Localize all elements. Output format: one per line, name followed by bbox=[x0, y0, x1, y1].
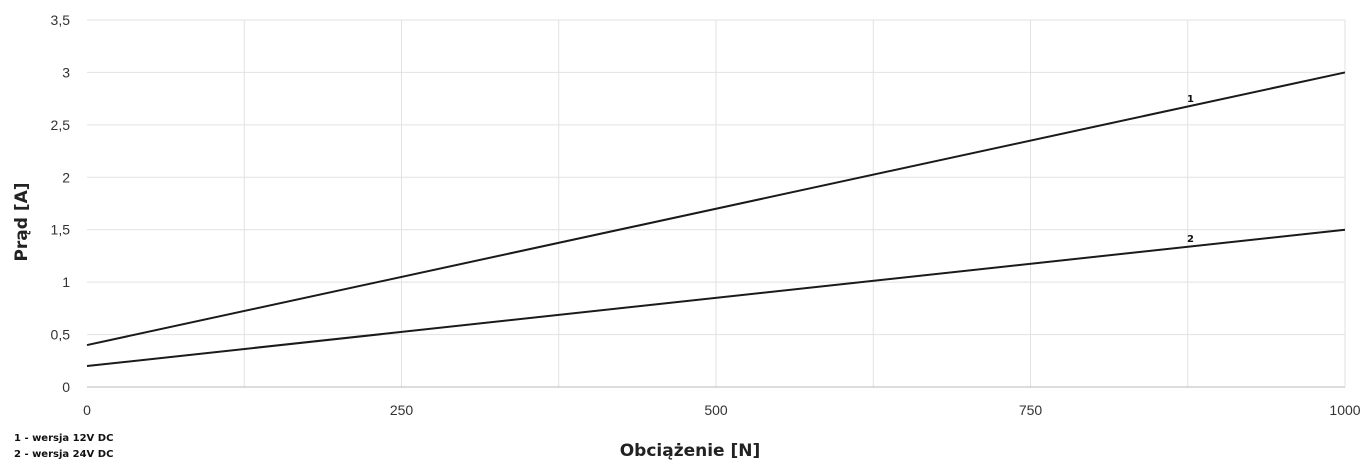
y-tick-label: 1,5 bbox=[51, 222, 71, 238]
y-tick-label: 3,5 bbox=[51, 12, 71, 28]
series-label-1: 1 bbox=[1187, 94, 1194, 105]
legend-note-series-1: 1 - wersja 12V DC bbox=[14, 433, 114, 444]
x-axis-title: Obciążenie [N] bbox=[620, 441, 761, 461]
y-tick-label: 2,5 bbox=[51, 117, 71, 133]
y-tick-label: 1 bbox=[62, 274, 70, 290]
series-line-1 bbox=[86, 71, 1346, 347]
series-lines bbox=[86, 71, 1346, 368]
y-axis-title: Prąd [A] bbox=[12, 182, 32, 261]
grid-lines bbox=[87, 19, 1346, 387]
x-tick-label: 500 bbox=[704, 402, 728, 418]
y-tick-label: 2 bbox=[62, 169, 70, 185]
x-tick-label: 0 bbox=[83, 402, 91, 418]
x-tick-label: 250 bbox=[390, 402, 414, 418]
x-tick-label: 1000 bbox=[1329, 402, 1360, 418]
series-label-2: 2 bbox=[1187, 234, 1194, 245]
x-tick-label: 750 bbox=[1019, 402, 1043, 418]
x-tick-labels: 0 250 500 750 1000 bbox=[83, 402, 1361, 418]
y-tick-label: 0 bbox=[62, 379, 70, 395]
series-labels: 12 bbox=[1187, 94, 1194, 245]
series-line-2 bbox=[86, 228, 1346, 368]
y-tick-label: 3 bbox=[62, 64, 70, 80]
y-tick-labels: 0 0,5 1 1,5 2 2,5 3 3,5 bbox=[51, 12, 71, 395]
legend-note-series-2: 2 - wersja 24V DC bbox=[14, 449, 114, 460]
y-tick-label: 0,5 bbox=[51, 327, 71, 343]
